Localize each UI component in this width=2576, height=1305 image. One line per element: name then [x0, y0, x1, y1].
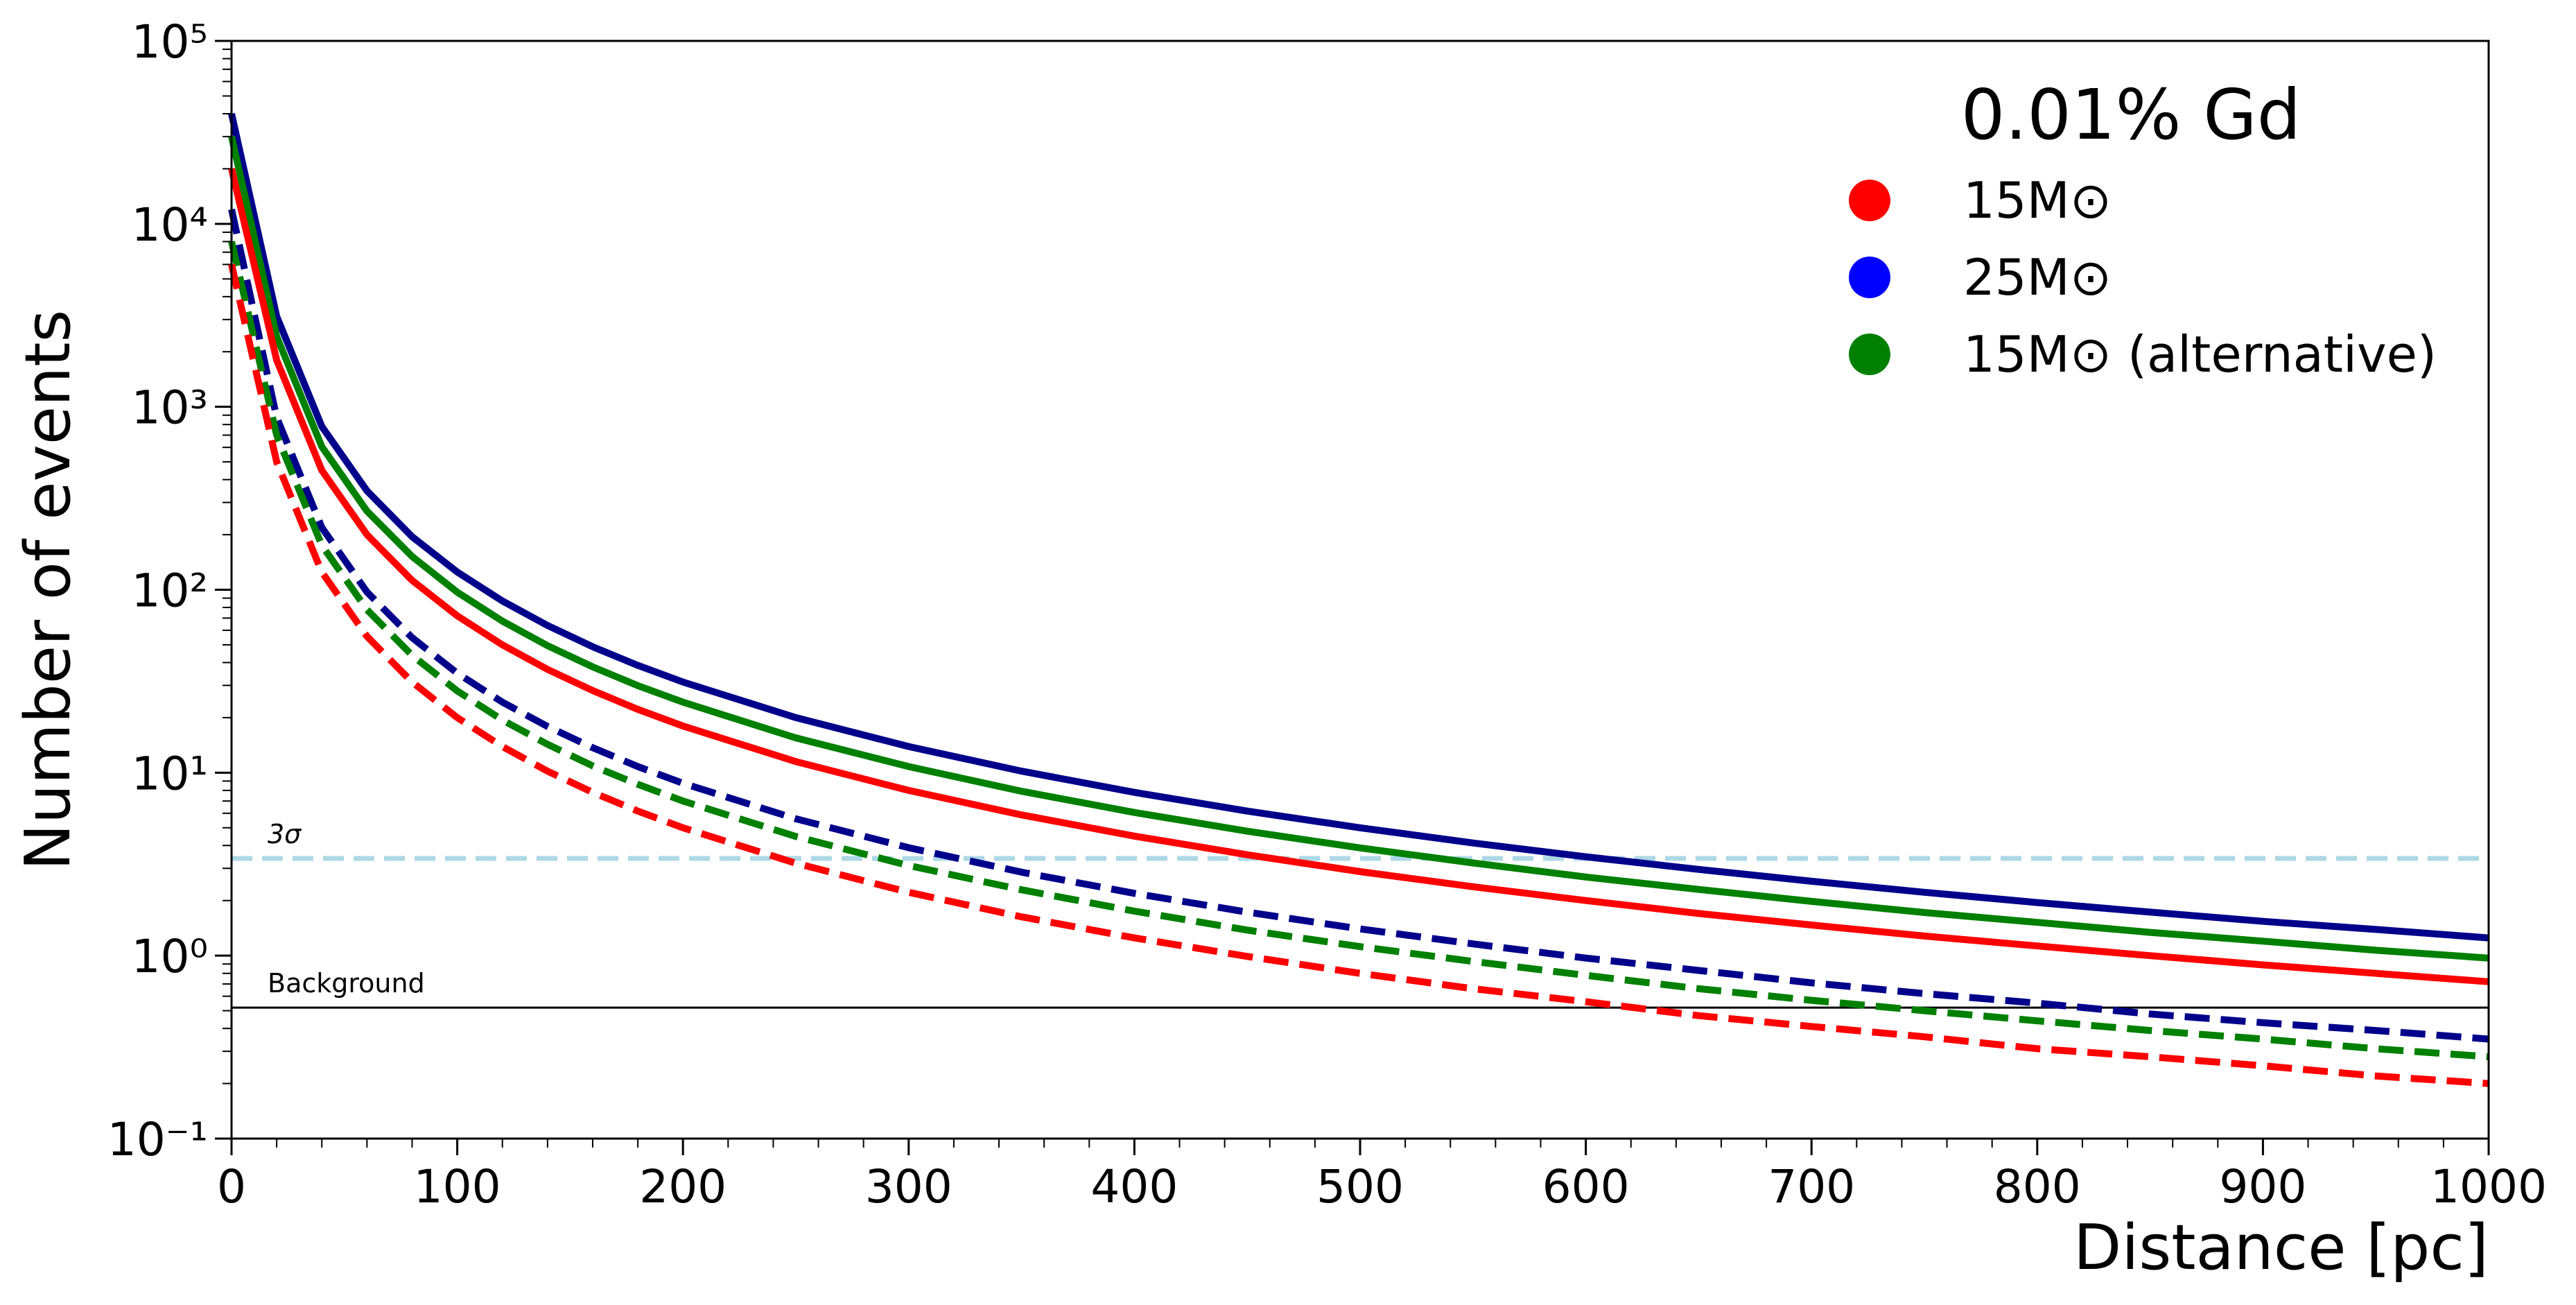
series-line [228, 241, 2489, 1060]
legend-label: 25M⊙ [1963, 248, 2112, 306]
x-tick-label: 300 [865, 1160, 952, 1213]
legend-marker [1849, 180, 1890, 221]
y-tick-label: 10⁻¹ [107, 1113, 208, 1166]
x-tick-label: 600 [1542, 1160, 1630, 1213]
y-tick-label: 10⁰ [132, 930, 208, 983]
series-line [228, 208, 2489, 1043]
legend-title: 0.01% Gd [1961, 74, 2301, 155]
legend-marker [1849, 257, 1890, 298]
reference-label: 3σ [268, 819, 302, 849]
legend-marker [1849, 334, 1890, 375]
y-tick-label: 10⁵ [132, 15, 208, 69]
x-tick-label: 200 [639, 1160, 726, 1213]
series-line [228, 263, 2489, 1087]
reference-label: Background [268, 968, 425, 999]
y-tick-label: 10¹ [132, 747, 208, 800]
y-axis-label: Number of events [12, 310, 85, 871]
x-tick-label: 0 [217, 1160, 246, 1213]
x-tick-label: 500 [1316, 1160, 1404, 1213]
x-axis-label: Distance [pc] [2073, 1211, 2489, 1284]
x-tick-label: 400 [1090, 1160, 1178, 1213]
plot-frame [230, 40, 2490, 1140]
series-line [228, 168, 2489, 985]
x-tick-label: 800 [1994, 1160, 2081, 1213]
series-line [228, 112, 2489, 942]
x-tick-label: 1000 [2430, 1160, 2547, 1213]
x-tick-label: 100 [414, 1160, 501, 1213]
legend-label: 15M⊙ (alternative) [1963, 325, 2437, 383]
x-tick-label: 700 [1768, 1160, 1855, 1213]
legend-label: 15M⊙ [1963, 171, 2112, 230]
series-line [228, 135, 2489, 962]
y-tick-label: 10⁴ [132, 198, 208, 252]
y-tick-label: 10² [132, 564, 208, 618]
y-tick-label: 10³ [132, 381, 208, 435]
x-tick-label: 900 [2219, 1160, 2306, 1213]
